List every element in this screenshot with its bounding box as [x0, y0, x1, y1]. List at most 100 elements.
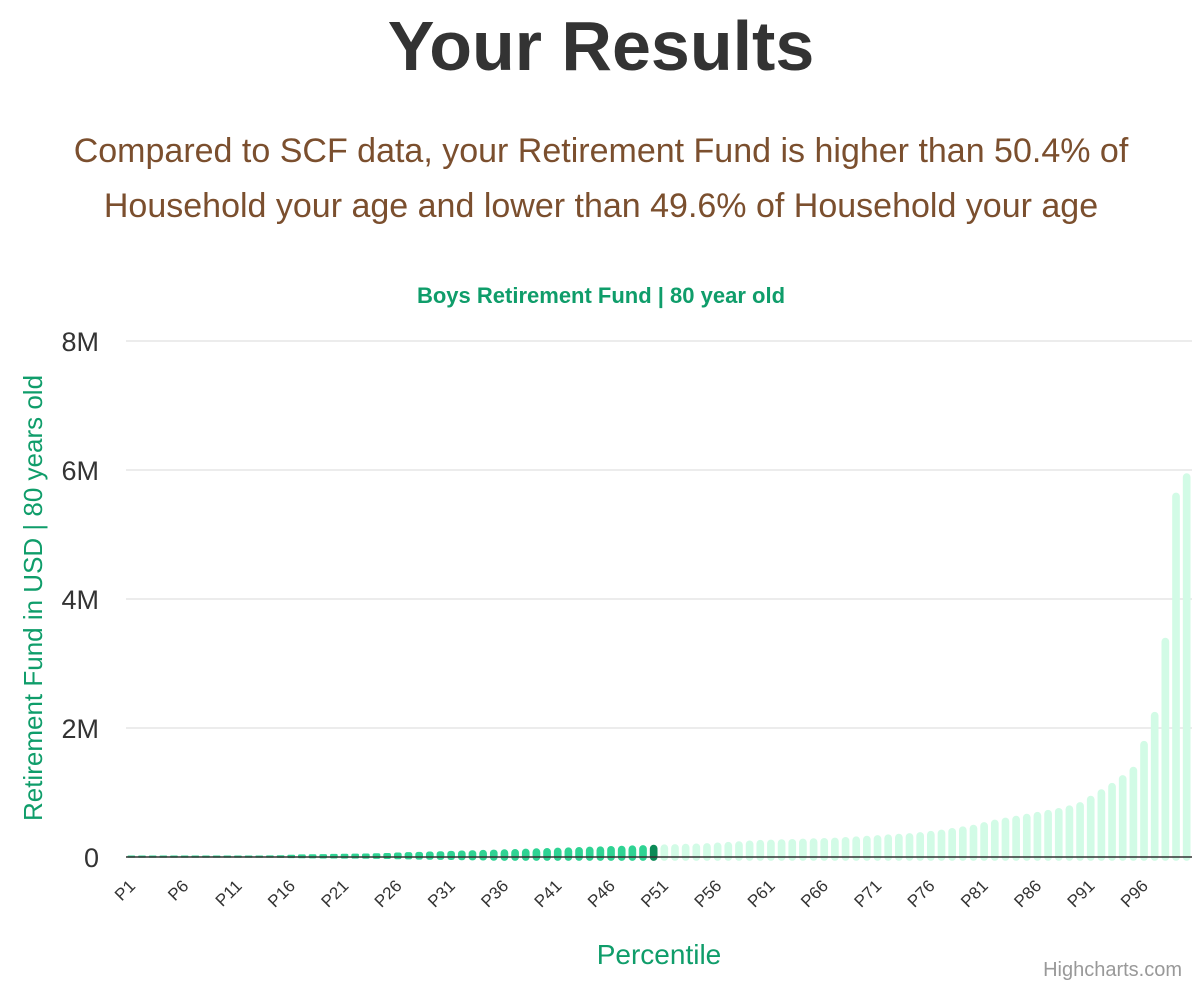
- bar-p29[interactable]: [425, 851, 434, 860]
- highcharts-credit[interactable]: Highcharts.com: [1043, 959, 1182, 981]
- bar-p63[interactable]: [788, 838, 797, 861]
- bar-p92[interactable]: [1097, 789, 1106, 861]
- bar-p94[interactable]: [1118, 775, 1127, 861]
- bar-p42[interactable]: [564, 847, 573, 861]
- x-tick-label: P51: [637, 876, 672, 911]
- bar-p88[interactable]: [1054, 807, 1063, 861]
- bar-p40[interactable]: [543, 847, 551, 861]
- bar-p36[interactable]: [500, 849, 509, 861]
- bar-p83[interactable]: [1001, 817, 1010, 861]
- bar-p51[interactable]: [660, 844, 669, 861]
- bar-p27[interactable]: [404, 852, 413, 860]
- bar-p73[interactable]: [895, 833, 903, 861]
- bar-p23[interactable]: [362, 853, 370, 859]
- bar-p67[interactable]: [831, 837, 839, 861]
- bar-p81[interactable]: [980, 822, 988, 861]
- bar-p28[interactable]: [415, 851, 423, 860]
- bar-p25[interactable]: [383, 853, 392, 859]
- bar-p21[interactable]: [340, 853, 349, 859]
- bar-p26[interactable]: [393, 852, 402, 860]
- bar-p89[interactable]: [1065, 805, 1074, 861]
- bar-p78[interactable]: [948, 827, 956, 861]
- bar-p53[interactable]: [681, 843, 690, 861]
- bar-p50[interactable]: [649, 844, 658, 861]
- bar-p69[interactable]: [852, 836, 861, 861]
- bar-p59[interactable]: [745, 840, 754, 861]
- bar-p61[interactable]: [767, 839, 775, 861]
- bar-p58[interactable]: [735, 841, 743, 861]
- bar-p31[interactable]: [447, 850, 455, 861]
- bar-p64[interactable]: [799, 838, 807, 861]
- bar-p49[interactable]: [639, 845, 647, 861]
- x-tick-label: P11: [212, 876, 246, 910]
- bar-p87[interactable]: [1044, 809, 1052, 861]
- bar-p71[interactable]: [873, 835, 882, 861]
- bar-p33[interactable]: [468, 850, 477, 861]
- bar-p99[interactable]: [1172, 492, 1180, 861]
- x-tick-label: P1: [111, 876, 139, 904]
- bar-p54[interactable]: [692, 843, 701, 861]
- bar-p20[interactable]: [330, 853, 338, 859]
- y-tick-label: 0: [84, 843, 99, 873]
- bar-p44[interactable]: [585, 846, 594, 861]
- bar-p84[interactable]: [1012, 815, 1020, 861]
- x-tick-label: P31: [424, 876, 459, 911]
- bar-p96[interactable]: [1140, 740, 1148, 861]
- bar-p47[interactable]: [617, 845, 626, 861]
- bar-p41[interactable]: [553, 847, 562, 861]
- results-summary: Compared to SCF data, your Retirement Fu…: [73, 132, 1129, 225]
- bar-p60[interactable]: [756, 839, 765, 861]
- bar-p90[interactable]: [1076, 802, 1084, 861]
- x-tick-label: P91: [1064, 876, 1099, 911]
- x-axis-title: Percentile: [597, 939, 722, 970]
- bar-p38[interactable]: [521, 848, 530, 861]
- bar-p86[interactable]: [1033, 811, 1042, 861]
- y-tick-label: 4M: [61, 585, 99, 615]
- bar-p56[interactable]: [713, 842, 722, 861]
- bar-p95[interactable]: [1129, 766, 1138, 861]
- bar-p98[interactable]: [1161, 637, 1170, 861]
- bar-p45[interactable]: [596, 846, 605, 861]
- bar-p66[interactable]: [820, 837, 829, 861]
- bar-p55[interactable]: [703, 843, 711, 861]
- y-tick-label: 2M: [61, 714, 99, 744]
- bar-p74[interactable]: [905, 833, 914, 861]
- bar-p46[interactable]: [607, 846, 615, 861]
- bar-p62[interactable]: [777, 839, 786, 861]
- bar-p37[interactable]: [511, 848, 519, 861]
- x-tick-label: P81: [957, 876, 992, 911]
- bar-p35[interactable]: [489, 849, 498, 861]
- y-tick-label: 6M: [61, 456, 99, 486]
- bar-p70[interactable]: [863, 835, 871, 861]
- bar-p65[interactable]: [809, 838, 818, 861]
- bar-p77[interactable]: [937, 829, 946, 861]
- x-tick-label: P46: [584, 876, 619, 911]
- bar-p93[interactable]: [1108, 782, 1116, 861]
- bar-p34[interactable]: [479, 849, 487, 861]
- bar-p91[interactable]: [1086, 795, 1095, 861]
- bar-p30[interactable]: [436, 851, 445, 860]
- page-heading: Your Results: [387, 7, 815, 85]
- bar-p72[interactable]: [884, 834, 893, 861]
- bar-p85[interactable]: [1022, 813, 1031, 861]
- bar-p75[interactable]: [916, 832, 925, 861]
- bar-p52[interactable]: [671, 844, 679, 861]
- bar-p24[interactable]: [372, 853, 381, 859]
- bar-p68[interactable]: [841, 837, 850, 861]
- bar-p43[interactable]: [575, 847, 583, 861]
- bar-p97[interactable]: [1150, 711, 1159, 861]
- bar-p39[interactable]: [532, 848, 541, 861]
- bar-p22[interactable]: [351, 853, 360, 859]
- bar-p80[interactable]: [969, 824, 978, 861]
- x-tick-label: P16: [264, 876, 299, 911]
- bar-p79[interactable]: [958, 826, 967, 861]
- bar-p57[interactable]: [724, 841, 733, 861]
- x-tick-label: P71: [851, 876, 886, 911]
- bar-p100[interactable]: [1182, 473, 1191, 861]
- bar-p32[interactable]: [457, 850, 466, 861]
- bar-p48[interactable]: [628, 845, 637, 861]
- bar-series: [127, 473, 1191, 861]
- y-axis-ticks: 0 2M 4M 6M 8M: [61, 327, 99, 873]
- bar-p82[interactable]: [990, 819, 999, 861]
- bar-p76[interactable]: [926, 830, 935, 861]
